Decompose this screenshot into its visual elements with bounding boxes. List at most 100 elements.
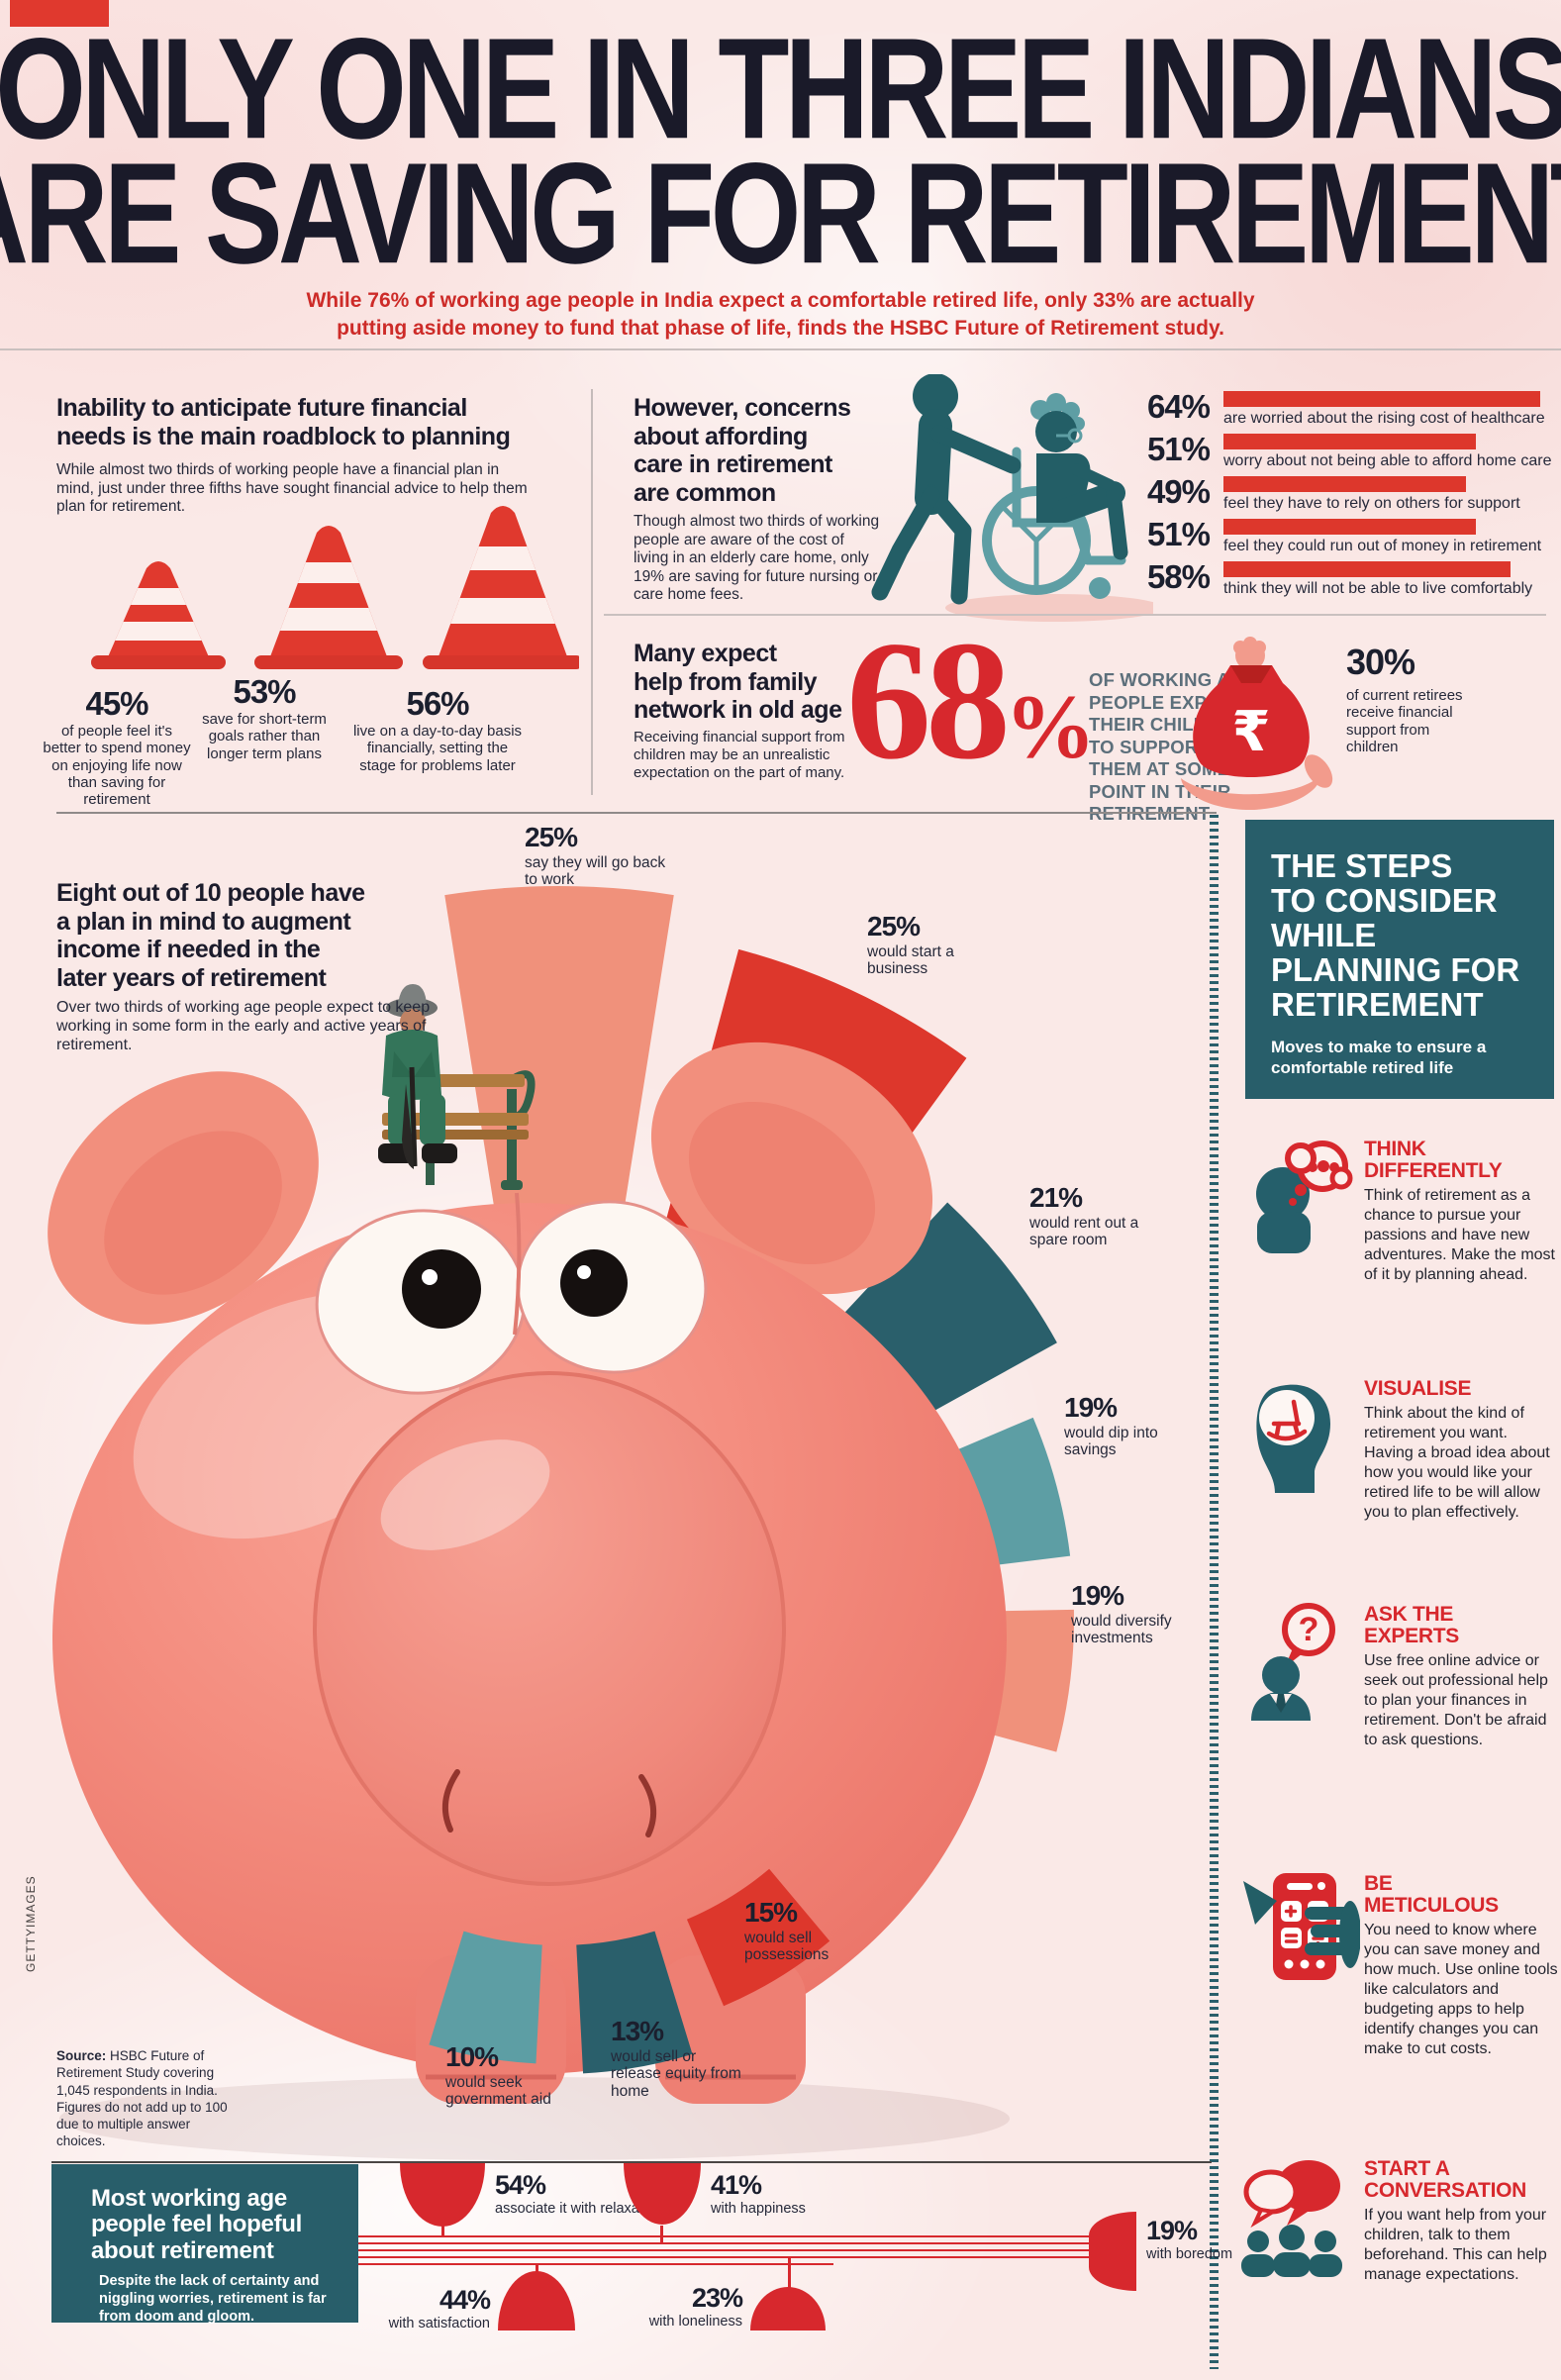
page-title-line1: ONLY ONE IN THREE INDIANS bbox=[0, 8, 1561, 170]
mind-chair-icon bbox=[1256, 1384, 1330, 1493]
fan-wedge bbox=[444, 886, 674, 1512]
step-heading: CONVERSATION bbox=[1364, 2179, 1527, 2203]
stat-caption: associate it with relaxation bbox=[495, 2201, 663, 2217]
hopeful-heading-l2: people feel hopeful bbox=[91, 2211, 302, 2238]
thought-cloud-icon bbox=[1256, 1140, 1353, 1253]
step-visualise: VISUALISE Think about the kind of retire… bbox=[1364, 1377, 1558, 1523]
connector-stem bbox=[660, 2226, 663, 2244]
retirees-caption: of current retirees receive financial su… bbox=[1346, 687, 1463, 755]
money-bag-icon: ₹ bbox=[1181, 637, 1333, 810]
cone-stat-caption: live on a day-to-day basis financially, … bbox=[352, 723, 523, 774]
fan-pct: 25% bbox=[525, 822, 578, 852]
traffic-cone-icon bbox=[91, 561, 226, 669]
retirees-stat: 30% of current retirees receive financia… bbox=[1346, 642, 1505, 755]
big-stat-68: 68% bbox=[846, 604, 1096, 799]
step-body: You need to know where you can save mone… bbox=[1364, 1922, 1558, 2058]
step-heading: DIFFERENTLY bbox=[1364, 1159, 1503, 1183]
fan-pct: 25% bbox=[867, 911, 921, 942]
step-start-conversation: START A CONVERSATION If you want help fr… bbox=[1364, 2157, 1560, 2285]
stat-pct: 44% bbox=[439, 2285, 491, 2315]
calculator-phone-icon bbox=[1243, 1873, 1360, 1980]
cone-stat-pct: 45% bbox=[85, 685, 148, 722]
augment-heading-l2: a plan in mind to augment bbox=[56, 907, 351, 936]
roadblock-heading-l1: Inability to anticipate future financial bbox=[56, 394, 467, 422]
fan-wedge bbox=[686, 1868, 830, 2007]
stat-caption: with happiness bbox=[711, 2201, 806, 2217]
stat-pct: 23% bbox=[691, 2283, 743, 2313]
stat-boredom: 19% with boredom bbox=[1146, 2216, 1235, 2263]
caregiver-pusher bbox=[871, 374, 1022, 605]
bar-51a bbox=[1223, 434, 1476, 449]
section-divider-vertical bbox=[591, 389, 593, 795]
fan-caption: say they will go back to work bbox=[525, 854, 666, 889]
augment-heading-l3: income if needed in the bbox=[56, 936, 321, 963]
fan-caption: would start a business bbox=[867, 943, 954, 978]
svg-text:?: ? bbox=[1299, 1611, 1319, 1648]
stat-dome-boredom bbox=[1089, 2212, 1136, 2291]
fan-wedge bbox=[576, 1931, 693, 2074]
steps-title-l5: RETIREMENT bbox=[1271, 985, 1484, 1023]
family-body: Receiving financial support from childre… bbox=[634, 729, 845, 781]
big-stat-number: 68 bbox=[846, 607, 1011, 795]
fan-caption: would sell possessions bbox=[744, 1930, 829, 1964]
step-heading: METICULOUS bbox=[1364, 1894, 1499, 1918]
connector-stem bbox=[536, 2263, 538, 2273]
augment-heading-l1: Eight out of 10 people have bbox=[56, 879, 365, 907]
step-think-differently: THINK DIFFERENTLY Think of retirement as… bbox=[1364, 1138, 1558, 1285]
connector-line bbox=[358, 2235, 1093, 2237]
connector-stem bbox=[788, 2256, 791, 2289]
big-stat-percent-sign: % bbox=[1005, 676, 1096, 777]
elderly-rider bbox=[1030, 393, 1128, 560]
bar-pct: 51% bbox=[1146, 516, 1211, 552]
fan-pct: 21% bbox=[1029, 1182, 1083, 1213]
step-heading: BE bbox=[1364, 1872, 1393, 1895]
augment-body: Over two thirds of working age people ex… bbox=[56, 999, 431, 1054]
stat-pct: 19% bbox=[1146, 2216, 1198, 2245]
step-body: If you want help from your children, tal… bbox=[1364, 2207, 1547, 2284]
masthead-red-block bbox=[10, 0, 109, 27]
hopeful-heading-l3: about retirement bbox=[91, 2236, 274, 2264]
family-heading-l3: network in old age bbox=[634, 696, 842, 724]
steps-title-l3: WHILE bbox=[1271, 916, 1377, 953]
page-subtitle-line2: putting aside money to fund that phase o… bbox=[337, 317, 1224, 340]
hopeful-body: Despite the lack of certainty and niggli… bbox=[99, 2273, 327, 2326]
fan-caption: would seek government aid bbox=[445, 2074, 551, 2109]
fan-pct: 15% bbox=[744, 1897, 798, 1928]
fan-label-dip-savings: 19% would dip into savings bbox=[1064, 1394, 1198, 1459]
care-heading-l3: care in retirement bbox=[634, 450, 832, 478]
fan-label-rent-room: 21% would rent out a spare room bbox=[1029, 1184, 1143, 1249]
source-text: HSBC Future of Retirement Study covering… bbox=[56, 2048, 228, 2149]
augment-heading: Eight out of 10 people have a plan in mi… bbox=[56, 879, 551, 992]
fan-caption: would dip into savings bbox=[1064, 1425, 1158, 1459]
family-heading: Many expect help from family network in … bbox=[634, 640, 881, 725]
steps-subtitle: Moves to make to ensure a comfortable re… bbox=[1271, 1037, 1487, 1078]
care-heading-l2: about affording bbox=[634, 422, 808, 450]
source-note: Source: HSBC Future of Retirement Study … bbox=[56, 2047, 235, 2150]
connector-line bbox=[358, 2242, 1093, 2244]
cone-stat-caption: of people feel it's better to spend mone… bbox=[43, 723, 191, 808]
steps-title-l4: PLANNING FOR bbox=[1271, 950, 1520, 988]
stat-satisfaction: 44% with satisfaction bbox=[327, 2285, 491, 2332]
bar-caption: feel they could run out of money in reti… bbox=[1223, 538, 1542, 554]
cone-stat-45: 45% of people feel it's better to spend … bbox=[42, 685, 192, 808]
step-body: Use free online advice or seek out profe… bbox=[1364, 1652, 1548, 1749]
page-subtitle-line1: While 76% of working age people in India… bbox=[306, 289, 1255, 312]
fan-pct: 10% bbox=[445, 2041, 499, 2072]
hopeful-box: Most working age people feel hopeful abo… bbox=[51, 2164, 358, 2326]
bar-pct: 64% bbox=[1146, 388, 1211, 425]
cone-stat-56: 56% live on a day-to-day basis financial… bbox=[348, 685, 527, 774]
bar-pct: 58% bbox=[1146, 558, 1211, 595]
fan-label-start-business: 25% would start a business bbox=[867, 913, 991, 978]
connector-line bbox=[358, 2263, 833, 2265]
fan-label-diversify: 19% would diversify investments bbox=[1071, 1582, 1185, 1647]
bar-49 bbox=[1223, 476, 1466, 492]
fan-caption: would rent out a spare room bbox=[1029, 1215, 1139, 1249]
bar-caption: think they will not be able to live comf… bbox=[1223, 580, 1533, 597]
main-section-divider bbox=[56, 812, 1217, 814]
roadblock-heading-l2: needs is the main roadblock to planning bbox=[56, 422, 511, 450]
fan-label-back-to-work: 25% say they will go back to work bbox=[525, 824, 678, 889]
roadblock-heading: Inability to anticipate future financial… bbox=[56, 394, 591, 450]
fan-label-release-equity: 13% would sell or release equity from ho… bbox=[611, 2018, 749, 2100]
retirees-pct: 30% bbox=[1346, 642, 1415, 682]
